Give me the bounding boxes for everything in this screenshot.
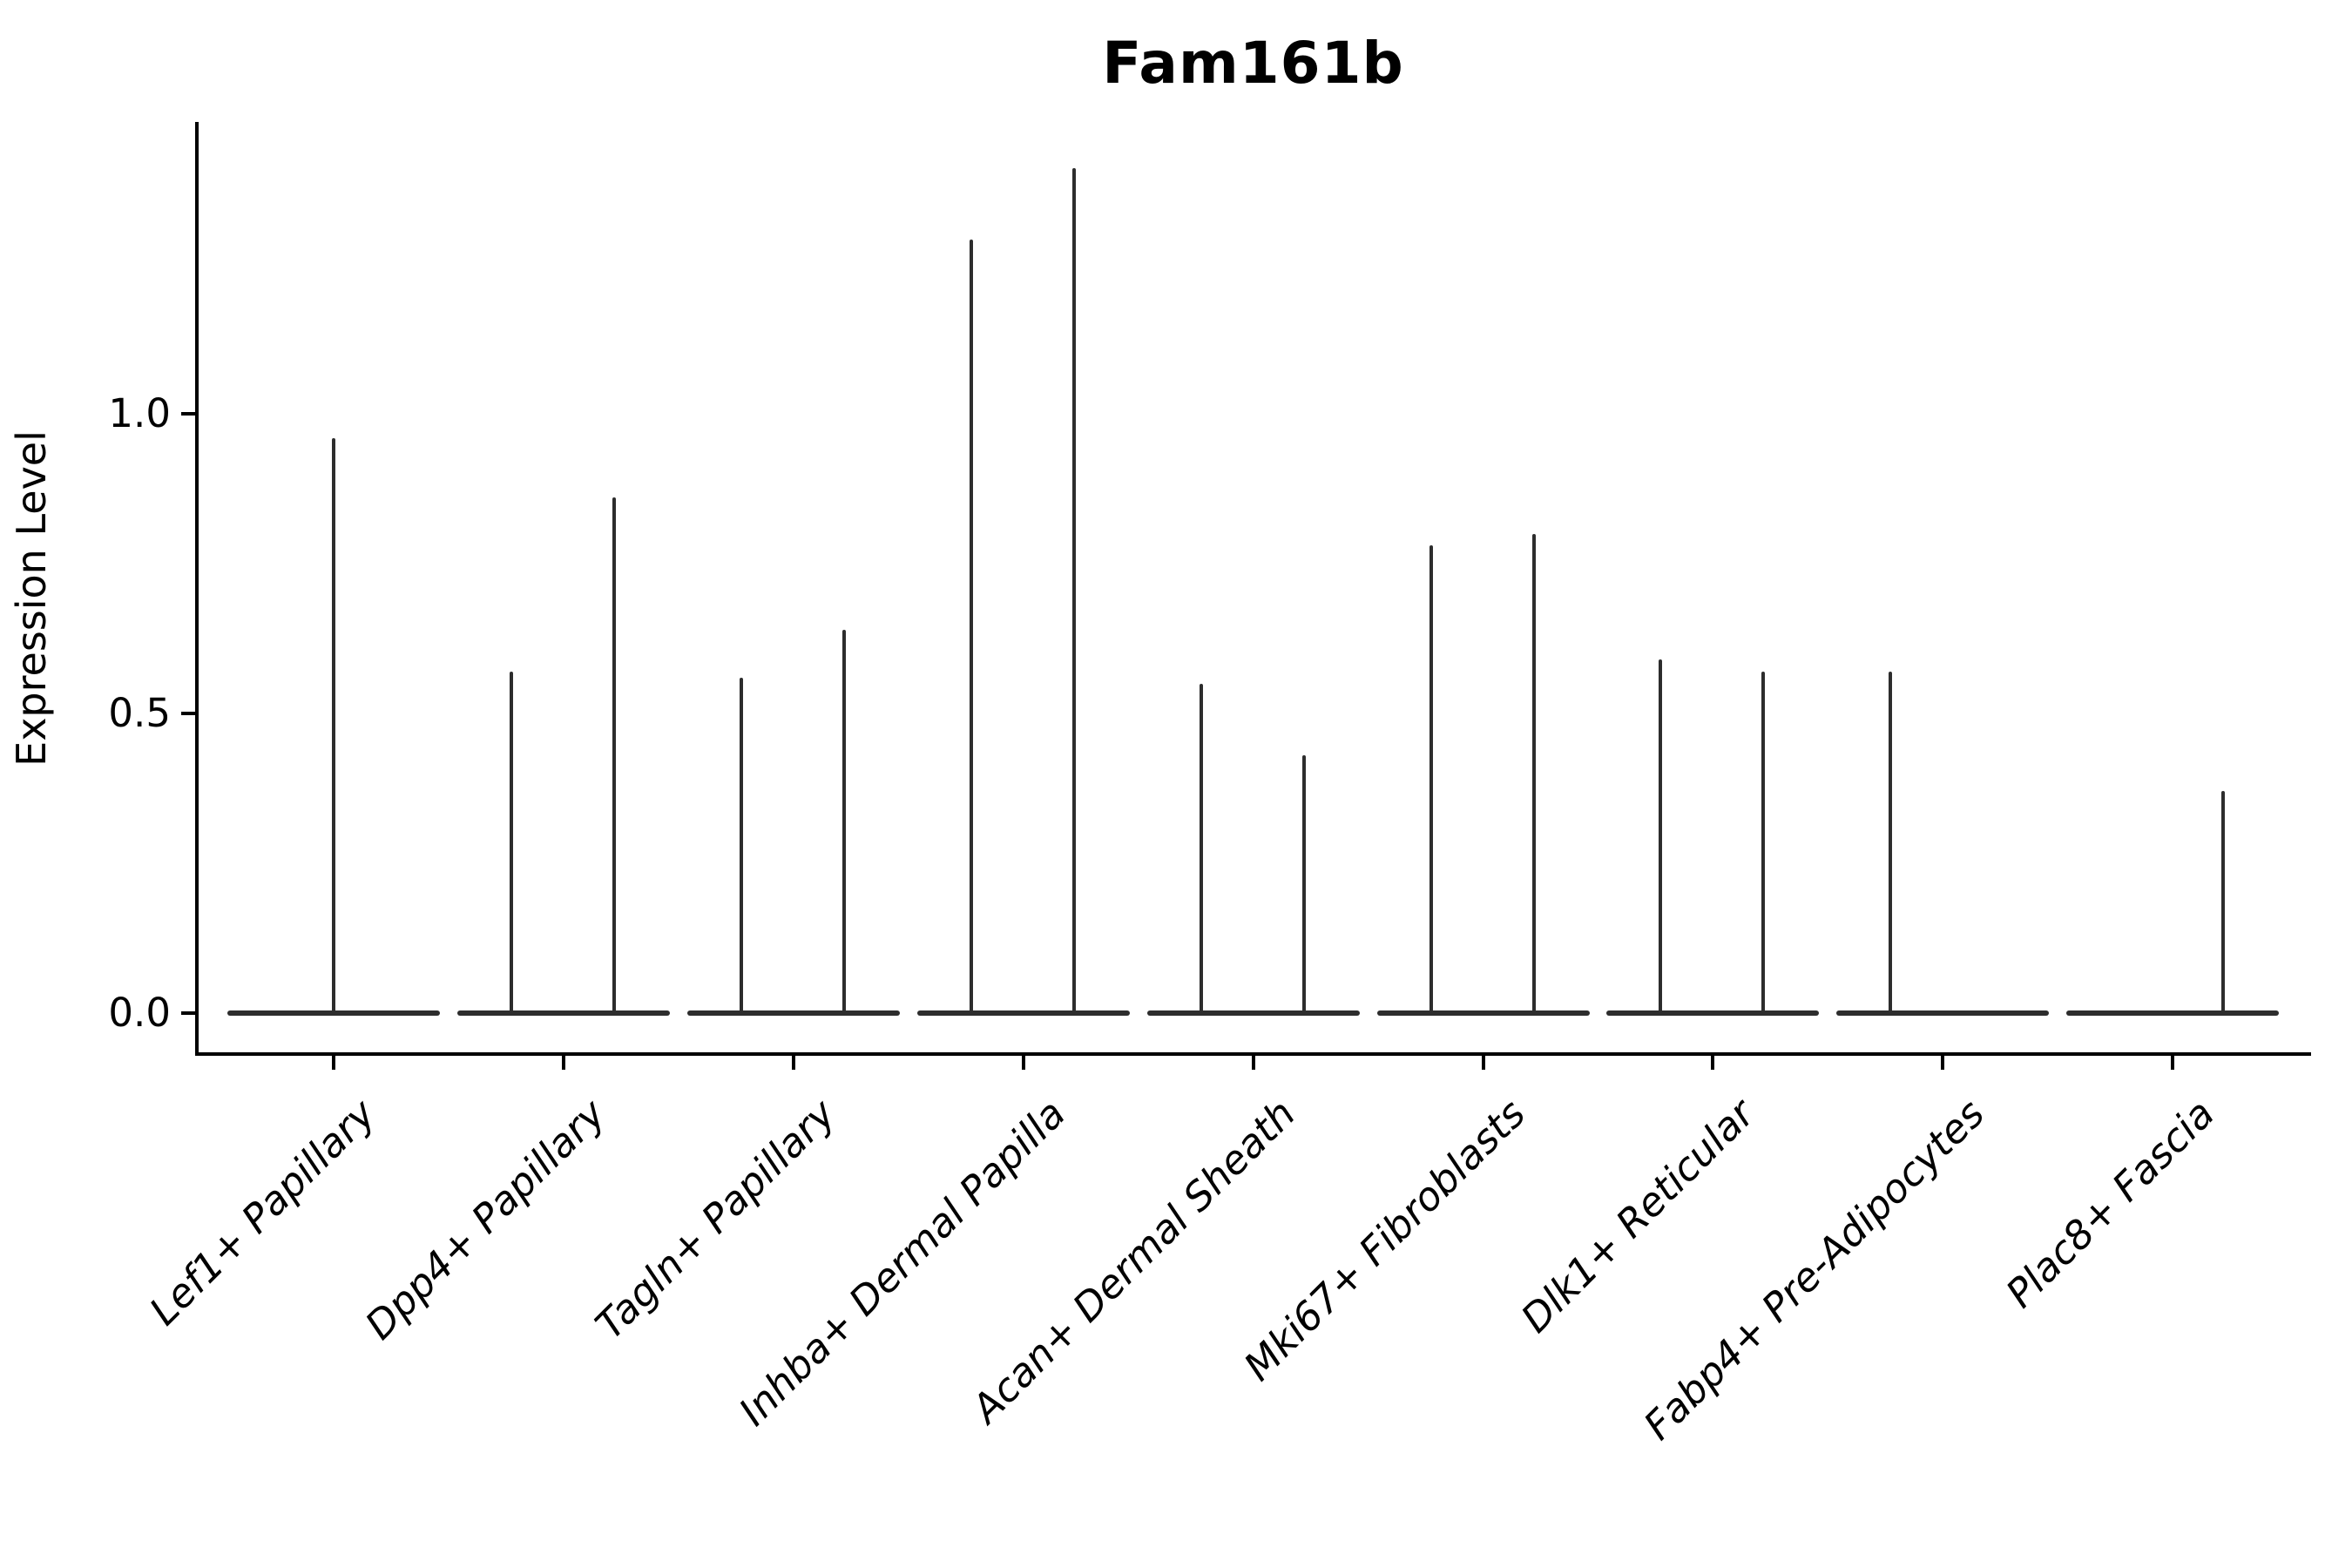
violin-spike <box>2221 791 2226 1015</box>
violin-spike <box>1761 672 1766 1015</box>
violin-baseline <box>1146 1010 1360 1016</box>
violin-spike <box>1199 684 1203 1015</box>
x-axis-category-label: Lef1+ Papillary <box>140 1090 385 1335</box>
y-tick-label: 1.0 <box>108 390 171 436</box>
violin-baseline <box>686 1010 900 1016</box>
y-tick <box>181 1011 195 1015</box>
violin-baseline <box>1376 1010 1590 1016</box>
x-tick <box>1481 1056 1485 1070</box>
violin-baseline <box>1836 1010 2050 1016</box>
y-tick-label: 0.5 <box>108 690 171 736</box>
violin-spike <box>739 678 743 1015</box>
violin-baseline <box>1606 1010 1820 1016</box>
violin-spike <box>841 630 846 1015</box>
x-axis-category-label: Dpp4+ Papillary <box>355 1090 615 1348</box>
y-axis-label: Expression Level <box>8 430 55 767</box>
x-tick <box>1021 1056 1025 1070</box>
violin-spike <box>1889 672 1893 1015</box>
x-tick <box>1251 1056 1255 1070</box>
violin-spike <box>1071 168 1076 1015</box>
violin-spike <box>969 240 973 1015</box>
x-axis-category-label: Plac8+ Fascia <box>1997 1090 2224 1317</box>
x-tick <box>1941 1056 1945 1070</box>
x-tick <box>2171 1056 2175 1070</box>
violin-spike <box>1531 534 1536 1015</box>
x-axis-line <box>195 1052 2311 1056</box>
x-axis-category-label: Mki67+ Fibroblasts <box>1234 1090 1534 1390</box>
y-tick <box>181 712 195 715</box>
x-axis-category-label: Fabp4+ Pre-Adipocytes <box>1635 1090 1994 1450</box>
violin-spike <box>612 497 616 1015</box>
violin-spike <box>1429 545 1433 1015</box>
violin-baseline <box>2066 1010 2280 1016</box>
x-axis-category-label: Dlk1+ Reticular <box>1512 1090 1764 1342</box>
x-tick <box>561 1056 565 1070</box>
x-axis-category-label: Acan+ Dermal Sheath <box>962 1090 1304 1432</box>
violin-spike <box>1301 755 1306 1015</box>
x-tick <box>332 1056 335 1070</box>
violin-baseline <box>456 1010 670 1016</box>
violin-spike <box>1659 659 1663 1015</box>
x-axis-category-label: Tagln+ Papillary <box>586 1090 844 1348</box>
x-tick <box>1711 1056 1715 1070</box>
y-axis-line <box>195 122 199 1056</box>
violin-baseline <box>916 1010 1130 1016</box>
chart-title: Fam161b <box>1102 30 1404 97</box>
x-axis-category-label: Inhba+ Dermal Papilla <box>729 1090 1074 1435</box>
violin-spike <box>509 672 513 1015</box>
y-tick <box>181 412 195 416</box>
y-tick-label: 0.0 <box>108 990 171 1036</box>
x-tick <box>791 1056 795 1070</box>
violin-spike <box>332 438 335 1015</box>
